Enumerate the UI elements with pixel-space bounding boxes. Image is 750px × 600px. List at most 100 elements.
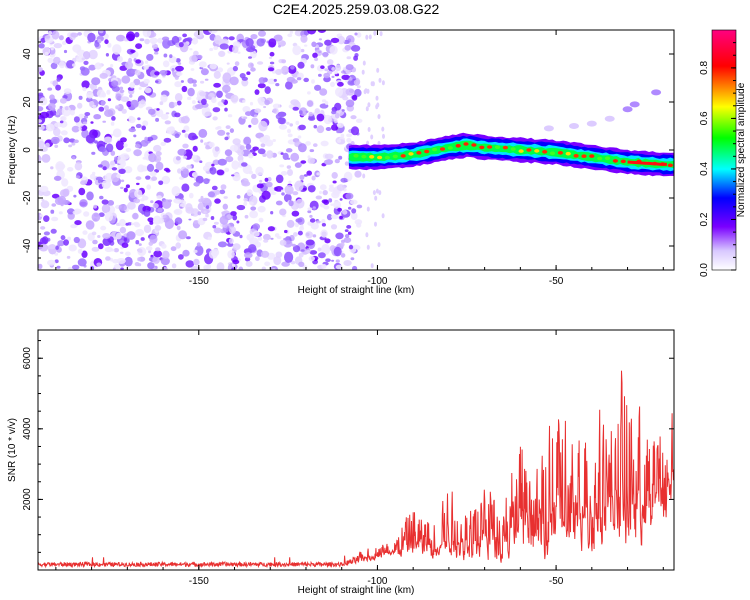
- noise-blob: [106, 89, 111, 95]
- noise-blob: [366, 206, 370, 212]
- noise-blob: [63, 49, 68, 54]
- noise-blob: [166, 126, 175, 135]
- noise-blob: [119, 226, 127, 234]
- noise-blob: [193, 220, 198, 225]
- noise-blob: [180, 116, 190, 124]
- noise-blob: [100, 225, 107, 231]
- noise-blob: [79, 199, 88, 208]
- noise-blob: [371, 81, 375, 87]
- signal-peak: [463, 142, 469, 146]
- noise-blob: [368, 34, 372, 40]
- noise-blob: [313, 124, 318, 129]
- signal-peak: [534, 149, 540, 153]
- noise-blob: [224, 149, 233, 157]
- noise-blob: [290, 65, 295, 70]
- noise-blob: [113, 248, 119, 253]
- noise-blob: [296, 77, 302, 81]
- noise-blob: [244, 252, 253, 259]
- noise-blob: [69, 109, 75, 116]
- noise-blob: [200, 139, 204, 143]
- noise-blob: [133, 198, 141, 204]
- noise-blob: [39, 97, 48, 106]
- noise-blob: [47, 244, 57, 250]
- noise-blob: [102, 233, 111, 239]
- noise-blob: [110, 160, 115, 166]
- noise-blob: [354, 88, 362, 97]
- noise-blob: [159, 70, 168, 75]
- noise-blob: [295, 218, 303, 223]
- noise-blob: [222, 223, 228, 228]
- noise-blob: [348, 206, 352, 210]
- noise-blob: [316, 172, 321, 176]
- noise-blob: [192, 100, 196, 105]
- noise-blob: [266, 150, 274, 159]
- noise-blob: [224, 136, 229, 141]
- noise-blob: [159, 101, 164, 106]
- noise-blob: [300, 160, 307, 164]
- noise-blob: [284, 184, 294, 195]
- noise-blob: [321, 231, 327, 237]
- noise-blob: [320, 140, 329, 147]
- noise-blob: [191, 79, 197, 84]
- noise-blob: [128, 116, 136, 124]
- noise-blob: [129, 81, 136, 89]
- noise-blob: [331, 66, 335, 71]
- noise-blob: [92, 104, 97, 109]
- noise-blob: [340, 133, 345, 138]
- noise-blob: [258, 77, 266, 84]
- noise-blob: [213, 151, 219, 158]
- noise-blob: [77, 248, 83, 254]
- noise-blob: [318, 73, 322, 77]
- signal-peak: [408, 152, 414, 156]
- noise-blob: [356, 85, 361, 89]
- noise-blob: [293, 232, 298, 237]
- noise-blob: [288, 200, 294, 207]
- noise-blob: [275, 83, 280, 87]
- noise-blob: [307, 207, 313, 211]
- noise-blob: [261, 190, 271, 200]
- noise-blob: [243, 198, 248, 202]
- noise-blob: [317, 30, 326, 33]
- noise-blob: [324, 101, 329, 105]
- noise-blob: [300, 249, 305, 252]
- noise-blob: [289, 30, 294, 34]
- noise-blob: [205, 111, 212, 116]
- noise-blob: [323, 72, 331, 79]
- noise-blob: [116, 173, 121, 179]
- noise-blob: [90, 121, 94, 124]
- noise-blob: [94, 140, 98, 144]
- noise-blob: [100, 160, 110, 170]
- noise-blob: [309, 218, 316, 223]
- signal-peak: [573, 154, 579, 158]
- noise-blob: [38, 155, 41, 161]
- noise-blob: [250, 34, 258, 40]
- noise-blob: [88, 64, 96, 71]
- noise-blob: [107, 98, 112, 102]
- signal-peak: [424, 149, 430, 154]
- noise-blob: [82, 230, 88, 235]
- noise-blob: [275, 200, 283, 206]
- noise-blob: [282, 152, 289, 160]
- noise-blob: [252, 231, 260, 237]
- noise-blob: [324, 153, 334, 160]
- noise-blob: [111, 85, 121, 92]
- signal-peak: [494, 145, 501, 149]
- noise-blob: [243, 116, 248, 120]
- noise-blob: [88, 49, 98, 60]
- noise-blob: [137, 117, 141, 121]
- noise-blob: [129, 94, 133, 98]
- noise-blob: [104, 172, 114, 183]
- noise-blob: [256, 38, 265, 47]
- noise-blob: [53, 175, 62, 181]
- signal-peak: [392, 154, 398, 159]
- noise-blob: [224, 167, 230, 173]
- noise-blob: [163, 137, 172, 143]
- noise-blob: [94, 62, 102, 70]
- signal-peak: [471, 143, 477, 147]
- noise-blob: [146, 163, 155, 172]
- noise-blob: [248, 170, 254, 175]
- noise-blob: [211, 97, 217, 104]
- noise-blob: [279, 208, 287, 216]
- noise-blob: [83, 211, 90, 217]
- noise-blob: [272, 103, 281, 109]
